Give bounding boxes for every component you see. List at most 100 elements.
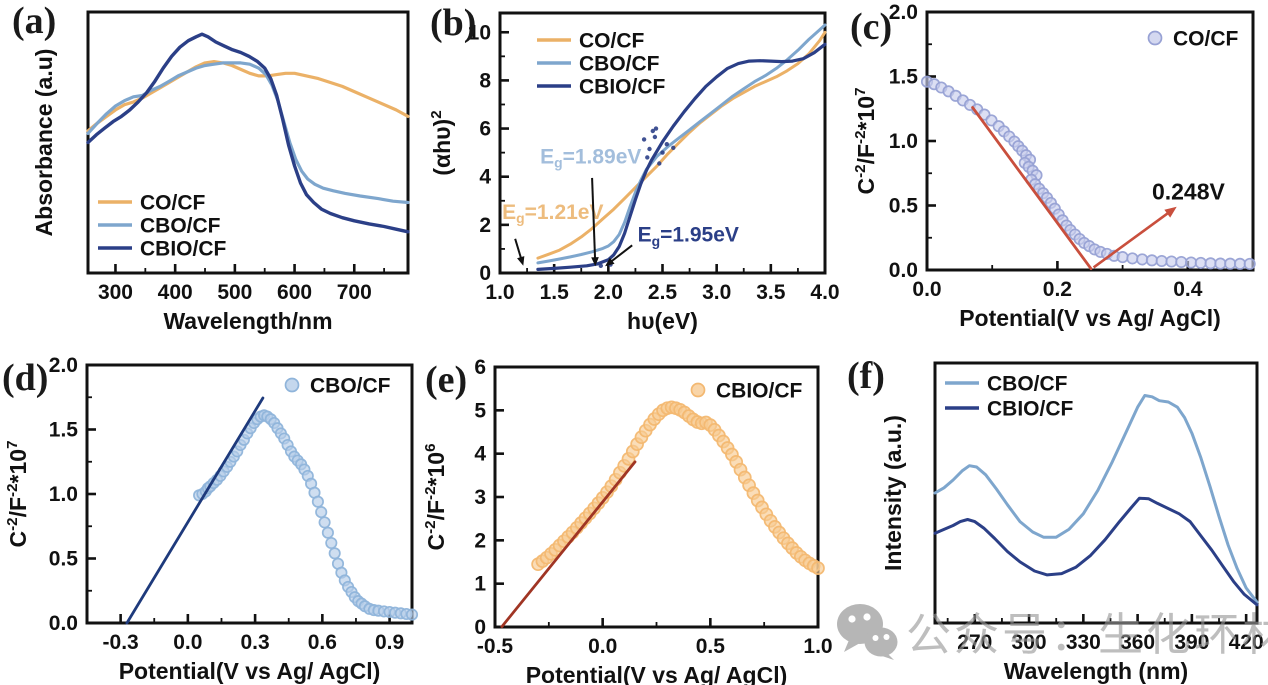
svg-text:2: 2 (479, 214, 491, 237)
svg-text:CBO/CF: CBO/CF (310, 375, 391, 398)
svg-text:390: 390 (1174, 631, 1209, 654)
svg-text:3.0: 3.0 (702, 281, 731, 304)
series-CO/CF (920, 75, 1256, 270)
svg-text:0: 0 (474, 616, 486, 639)
svg-text:0.0: 0.0 (173, 631, 202, 654)
svg-text:300: 300 (98, 281, 133, 304)
panel-f-label: (f) (847, 355, 885, 397)
panel-d: (d) -0.3 0.0 0.3 0.6 0.9 0.0 0.5 1.0 1.5 2.0 Poten… (0, 345, 430, 685)
svg-text:Wavelength/nm: Wavelength/nm (163, 308, 332, 334)
svg-text:8: 8 (479, 69, 491, 92)
series-CBIO/CF (536, 42, 827, 271)
svg-text:3.5: 3.5 (756, 281, 786, 304)
svg-text:500: 500 (217, 281, 252, 304)
annotation-b: Eg=1.95eV (638, 224, 739, 249)
panel-a-label: (a) (12, 0, 57, 42)
panel-c: (c) 0.0 0.2 0.4 0.0 0.5 1.0 1.5 2.0 Potential(V … (850, 0, 1268, 345)
svg-text:10: 10 (468, 21, 491, 44)
svg-text:0.4: 0.4 (1173, 278, 1203, 301)
plot-f: 270 300 330 360 390 420 Wavelength (nm) Intensi… (880, 361, 1264, 684)
svg-text:2: 2 (474, 529, 486, 552)
svg-text:CBIO/CF: CBIO/CF (140, 238, 227, 261)
plot-frame (86, 10, 410, 275)
svg-text:6: 6 (479, 118, 491, 141)
svg-text:1.0: 1.0 (485, 281, 514, 304)
svg-text:6: 6 (474, 356, 486, 379)
annotation-b: Eg=1.89eV (540, 145, 641, 170)
svg-text:1.5: 1.5 (540, 281, 570, 304)
chart-e-mott-schottky-cbio: -0.5 0.0 0.5 1.0 0 1 2 3 4 5 6 Potential(V vs Ag/ A… (422, 356, 833, 685)
chart-c-mott-schottky-co: 0.0 0.2 0.4 0.0 0.5 1.0 1.5 2.0 Potential(V vs A… (852, 1, 1256, 331)
svg-text:CBO/CF: CBO/CF (987, 373, 1068, 396)
svg-text:C-2/F-2*106: C-2/F-2*106 (422, 443, 449, 550)
series-CBO/CF (86, 61, 410, 205)
svg-text:2.5: 2.5 (648, 281, 678, 304)
annotation-c: 0.248V (1152, 179, 1226, 205)
series-CBIO/CF (531, 400, 825, 575)
plot-e: -0.5 0.0 0.5 1.0 0 1 2 3 4 5 6 Potential(V vs Ag/ A… (422, 356, 833, 685)
axes-e: -0.5 0.0 0.5 1.0 0 1 2 3 4 5 6 Potential(V vs Ag/ A… (422, 356, 833, 685)
svg-text:0.0: 0.0 (49, 612, 78, 635)
svg-text:360: 360 (1120, 631, 1155, 654)
svg-text:Potential(V vs Ag/ AgCl): Potential(V vs Ag/ AgCl) (959, 305, 1221, 331)
svg-text:4.0: 4.0 (810, 281, 839, 304)
svg-text:0.3: 0.3 (241, 631, 270, 654)
legend-c: CO/CF (1147, 28, 1239, 51)
svg-text:2.0: 2.0 (889, 1, 918, 24)
plot-frame (493, 365, 820, 629)
series-CBIO/CF (86, 32, 410, 234)
panel-a: (a) 300 400 500 600 700 Wavelength/nm Absorban… (0, 0, 430, 345)
series-CBO/CF (933, 394, 1259, 604)
svg-text:1: 1 (474, 573, 486, 596)
annotation-b: Eg=1.21eV (502, 201, 603, 226)
svg-text:CBIO/CF: CBIO/CF (987, 398, 1074, 421)
axes-f: 270 300 330 360 390 420 Wavelength (nm) Intensi… (880, 415, 1264, 684)
svg-text:CBO/CF: CBO/CF (140, 215, 221, 238)
series-fit (971, 106, 1093, 271)
series-CO/CF (536, 30, 827, 260)
plot-b: 1.0 1.5 2.0 2.5 3.0 3.5 4.0 0 2 4 6 8 10 hυ(eV) (αhυ)2… (430, 11, 840, 334)
svg-text:1.5: 1.5 (889, 66, 919, 89)
plot-d: -0.3 0.0 0.3 0.6 0.9 0.0 0.5 1.0 1.5 2.0 Potential… (4, 354, 419, 684)
chart-b-tauc-plot: 1.0 1.5 2.0 2.5 3.0 3.5 4.0 0 2 4 6 8 10 hυ(eV) (αhυ)2… (430, 11, 840, 334)
panel-c-label: (c) (850, 6, 893, 48)
svg-text:Wavelength (nm): Wavelength (nm) (1004, 658, 1188, 684)
svg-text:CBIO/CF: CBIO/CF (716, 380, 803, 403)
svg-text:0: 0 (479, 262, 491, 285)
svg-text:C-2/F-2*107: C-2/F-2*107 (852, 87, 879, 194)
svg-text:Intensity (a.u.): Intensity (a.u.) (880, 415, 906, 571)
axes-d: -0.3 0.0 0.3 0.6 0.9 0.0 0.5 1.0 1.5 2.0 Potential… (4, 354, 404, 684)
svg-text:3: 3 (474, 486, 486, 509)
panel-b: (b) 1.0 1.5 2.0 2.5 3.0 3.5 4.0 0 2 4 6 8 10 hυ(eV) (α… (430, 0, 850, 345)
series-fit (500, 460, 637, 628)
plot-c: 0.0 0.2 0.4 0.0 0.5 1.0 1.5 2.0 Potential(V vs A… (852, 1, 1256, 331)
axes-b: 1.0 1.5 2.0 2.5 3.0 3.5 4.0 0 2 4 6 8 10 hυ(eV) (αhυ)2 (430, 21, 840, 334)
chart-f-pl-intensity: 270 300 330 360 390 420 Wavelength (nm) Intensi… (880, 361, 1264, 684)
svg-text:0.5: 0.5 (696, 635, 726, 658)
panel-e-label: (e) (425, 359, 468, 401)
svg-text:270: 270 (957, 631, 992, 654)
svg-text:2.0: 2.0 (49, 354, 78, 377)
svg-text:-0.5: -0.5 (477, 635, 514, 658)
svg-text:Potential(V vs Ag/ AgCl): Potential(V vs Ag/ AgCl) (526, 662, 788, 685)
svg-text:4: 4 (479, 166, 491, 189)
svg-text:Absorbance (a.u): Absorbance (a.u) (31, 49, 57, 237)
svg-text:0.2: 0.2 (1043, 278, 1072, 301)
svg-text:(αhυ)2: (αhυ)2 (430, 110, 455, 175)
legend-d: CBO/CF (284, 375, 391, 398)
chart-d-mott-schottky-cbo: -0.3 0.0 0.3 0.6 0.9 0.0 0.5 1.0 1.5 2.0 Potential… (4, 354, 419, 684)
svg-text:420: 420 (1229, 631, 1264, 654)
svg-text:0.0: 0.0 (889, 259, 918, 282)
svg-text:CBIO/CF: CBIO/CF (579, 76, 666, 99)
series-fit (125, 396, 265, 625)
svg-text:600: 600 (277, 281, 312, 304)
svg-text:CO/CF: CO/CF (140, 192, 206, 215)
axes-c: 0.0 0.2 0.4 0.0 0.5 1.0 1.5 2.0 Potential(V vs A… (852, 1, 1254, 331)
svg-text:0.9: 0.9 (375, 631, 404, 654)
